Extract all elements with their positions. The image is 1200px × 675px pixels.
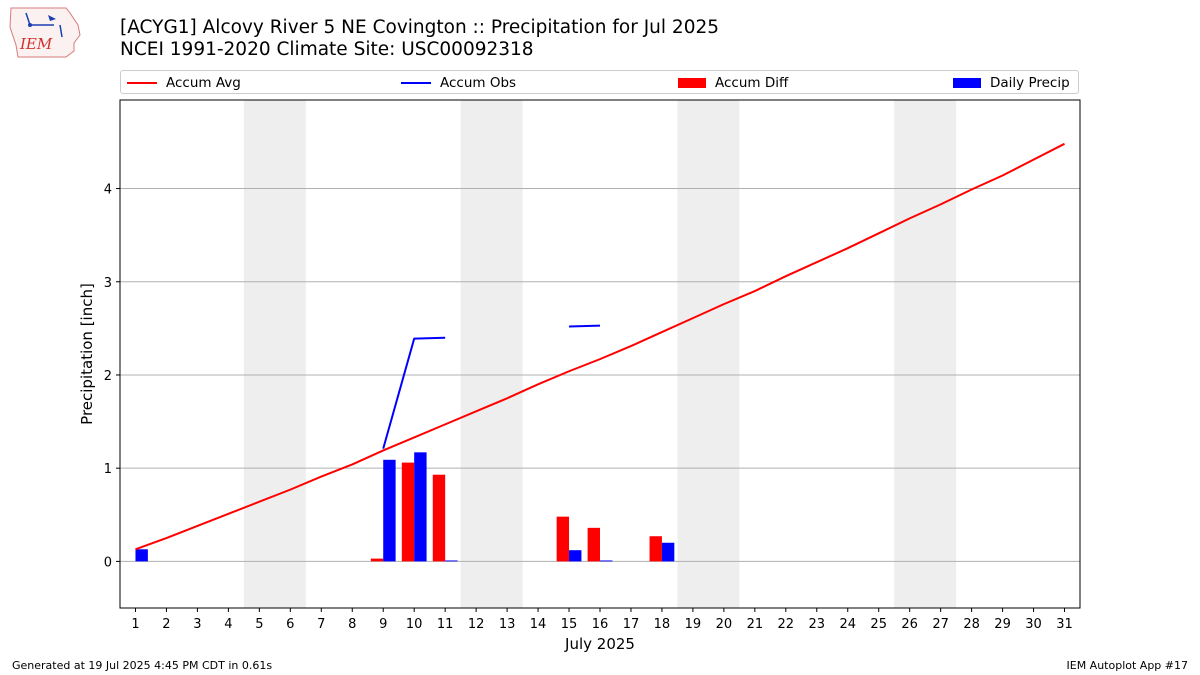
daily-precip-bar bbox=[569, 550, 582, 562]
chart-title: [ACYG1] Alcovy River 5 NE Covington :: P… bbox=[120, 17, 720, 38]
daily-precip-bar bbox=[383, 459, 396, 562]
legend-label: Accum Obs bbox=[440, 75, 517, 91]
accum-diff-bar bbox=[649, 536, 662, 562]
tick-labels: 1 2 3 4 5 6 7 8 9 10 11 12 13 14 15 16 17 18 19 20 21 22 23 24 2… bbox=[104, 183, 1073, 632]
weekend-band bbox=[460, 100, 523, 608]
y-tick-label: 4 bbox=[104, 183, 112, 198]
y-axis-label: Precipitation [inch] bbox=[78, 283, 96, 425]
x-tick-label: 21 bbox=[747, 617, 764, 632]
accum-diff-bar bbox=[401, 462, 415, 562]
weekend-band bbox=[677, 100, 740, 608]
y-tick-label: 0 bbox=[104, 555, 112, 570]
x-tick-label: 29 bbox=[994, 617, 1011, 632]
x-tick-label: 18 bbox=[654, 617, 671, 632]
x-tick-label: 31 bbox=[1056, 617, 1073, 632]
accum-diff-bar bbox=[556, 516, 570, 562]
logo-text: IEM bbox=[19, 35, 53, 53]
daily-precip-bar bbox=[414, 452, 427, 562]
weekend-shading bbox=[243, 100, 957, 608]
footer-generated: Generated at 19 Jul 2025 4:45 PM CDT in … bbox=[12, 659, 273, 672]
x-tick-label: 2 bbox=[162, 617, 170, 632]
accum-diff-bar bbox=[370, 558, 384, 562]
x-tick-label: 25 bbox=[870, 617, 887, 632]
x-tick-label: 3 bbox=[193, 617, 201, 632]
accum-obs-line bbox=[382, 336, 446, 449]
y-tick-label: 2 bbox=[104, 369, 112, 384]
x-tick-label: 10 bbox=[406, 617, 423, 632]
legend-swatch bbox=[953, 78, 981, 88]
x-tick-label: 28 bbox=[963, 617, 980, 632]
x-tick-label: 19 bbox=[685, 617, 702, 632]
accum-diff-bar bbox=[587, 527, 600, 562]
x-tick-label: 20 bbox=[716, 617, 733, 632]
daily-precip-bar bbox=[600, 560, 613, 562]
accum-avg-line bbox=[135, 142, 1065, 551]
x-tick-label: 22 bbox=[778, 617, 795, 632]
legend-label: Accum Diff bbox=[715, 75, 789, 91]
weekend-band bbox=[894, 100, 957, 608]
accum-obs-line bbox=[569, 324, 601, 328]
legend-item-accum-avg: Accum Avg bbox=[127, 74, 241, 92]
x-tick-label: 11 bbox=[437, 617, 454, 632]
legend-swatch bbox=[678, 78, 706, 88]
x-tick-label: 14 bbox=[530, 617, 547, 632]
bars bbox=[135, 452, 675, 562]
y-tick-label: 1 bbox=[104, 462, 112, 477]
daily-precip-bar bbox=[135, 549, 148, 562]
x-tick-label: 6 bbox=[286, 617, 294, 632]
chart-legend: Accum Avg Accum Obs Accum Diff Daily Pre… bbox=[120, 70, 1079, 94]
legend-item-daily-precip: Daily Precip bbox=[953, 74, 1070, 92]
iem-logo: IEM bbox=[9, 7, 81, 58]
daily-precip-bar bbox=[445, 560, 458, 562]
legend-swatch bbox=[401, 82, 431, 84]
x-tick-label: 26 bbox=[901, 617, 918, 632]
accum-diff-bar bbox=[432, 474, 446, 562]
x-tick-label: 4 bbox=[224, 617, 232, 632]
series-lines bbox=[135, 142, 1065, 551]
x-tick-label: 12 bbox=[468, 617, 485, 632]
daily-precip-bar bbox=[661, 542, 675, 562]
x-tick-label: 8 bbox=[348, 617, 356, 632]
x-tick-label: 17 bbox=[623, 617, 640, 632]
x-axis-label: July 2025 bbox=[564, 635, 635, 653]
x-tick-label: 5 bbox=[255, 617, 263, 632]
axes bbox=[116, 99, 1081, 612]
y-tick-label: 3 bbox=[104, 276, 112, 291]
legend-label: Accum Avg bbox=[166, 75, 241, 91]
x-tick-label: 7 bbox=[317, 617, 325, 632]
x-tick-label: 24 bbox=[839, 617, 856, 632]
x-tick-label: 13 bbox=[499, 617, 516, 632]
legend-item-accum-obs: Accum Obs bbox=[401, 74, 516, 92]
x-tick-label: 1 bbox=[131, 617, 139, 632]
x-tick-label: 9 bbox=[379, 617, 387, 632]
legend-label: Daily Precip bbox=[990, 75, 1070, 91]
x-tick-label: 27 bbox=[932, 617, 949, 632]
weekend-band bbox=[243, 100, 306, 608]
footer-app-id: IEM Autoplot App #17 bbox=[1066, 659, 1189, 672]
x-tick-label: 16 bbox=[592, 617, 609, 632]
gridlines bbox=[120, 188, 1080, 562]
chart-subtitle: NCEI 1991-2020 Climate Site: USC00092318 bbox=[120, 39, 534, 60]
x-tick-label: 23 bbox=[809, 617, 826, 632]
legend-swatch bbox=[127, 82, 157, 84]
x-tick-label: 15 bbox=[561, 617, 578, 632]
legend-item-accum-diff: Accum Diff bbox=[678, 74, 788, 92]
x-tick-label: 30 bbox=[1025, 617, 1042, 632]
